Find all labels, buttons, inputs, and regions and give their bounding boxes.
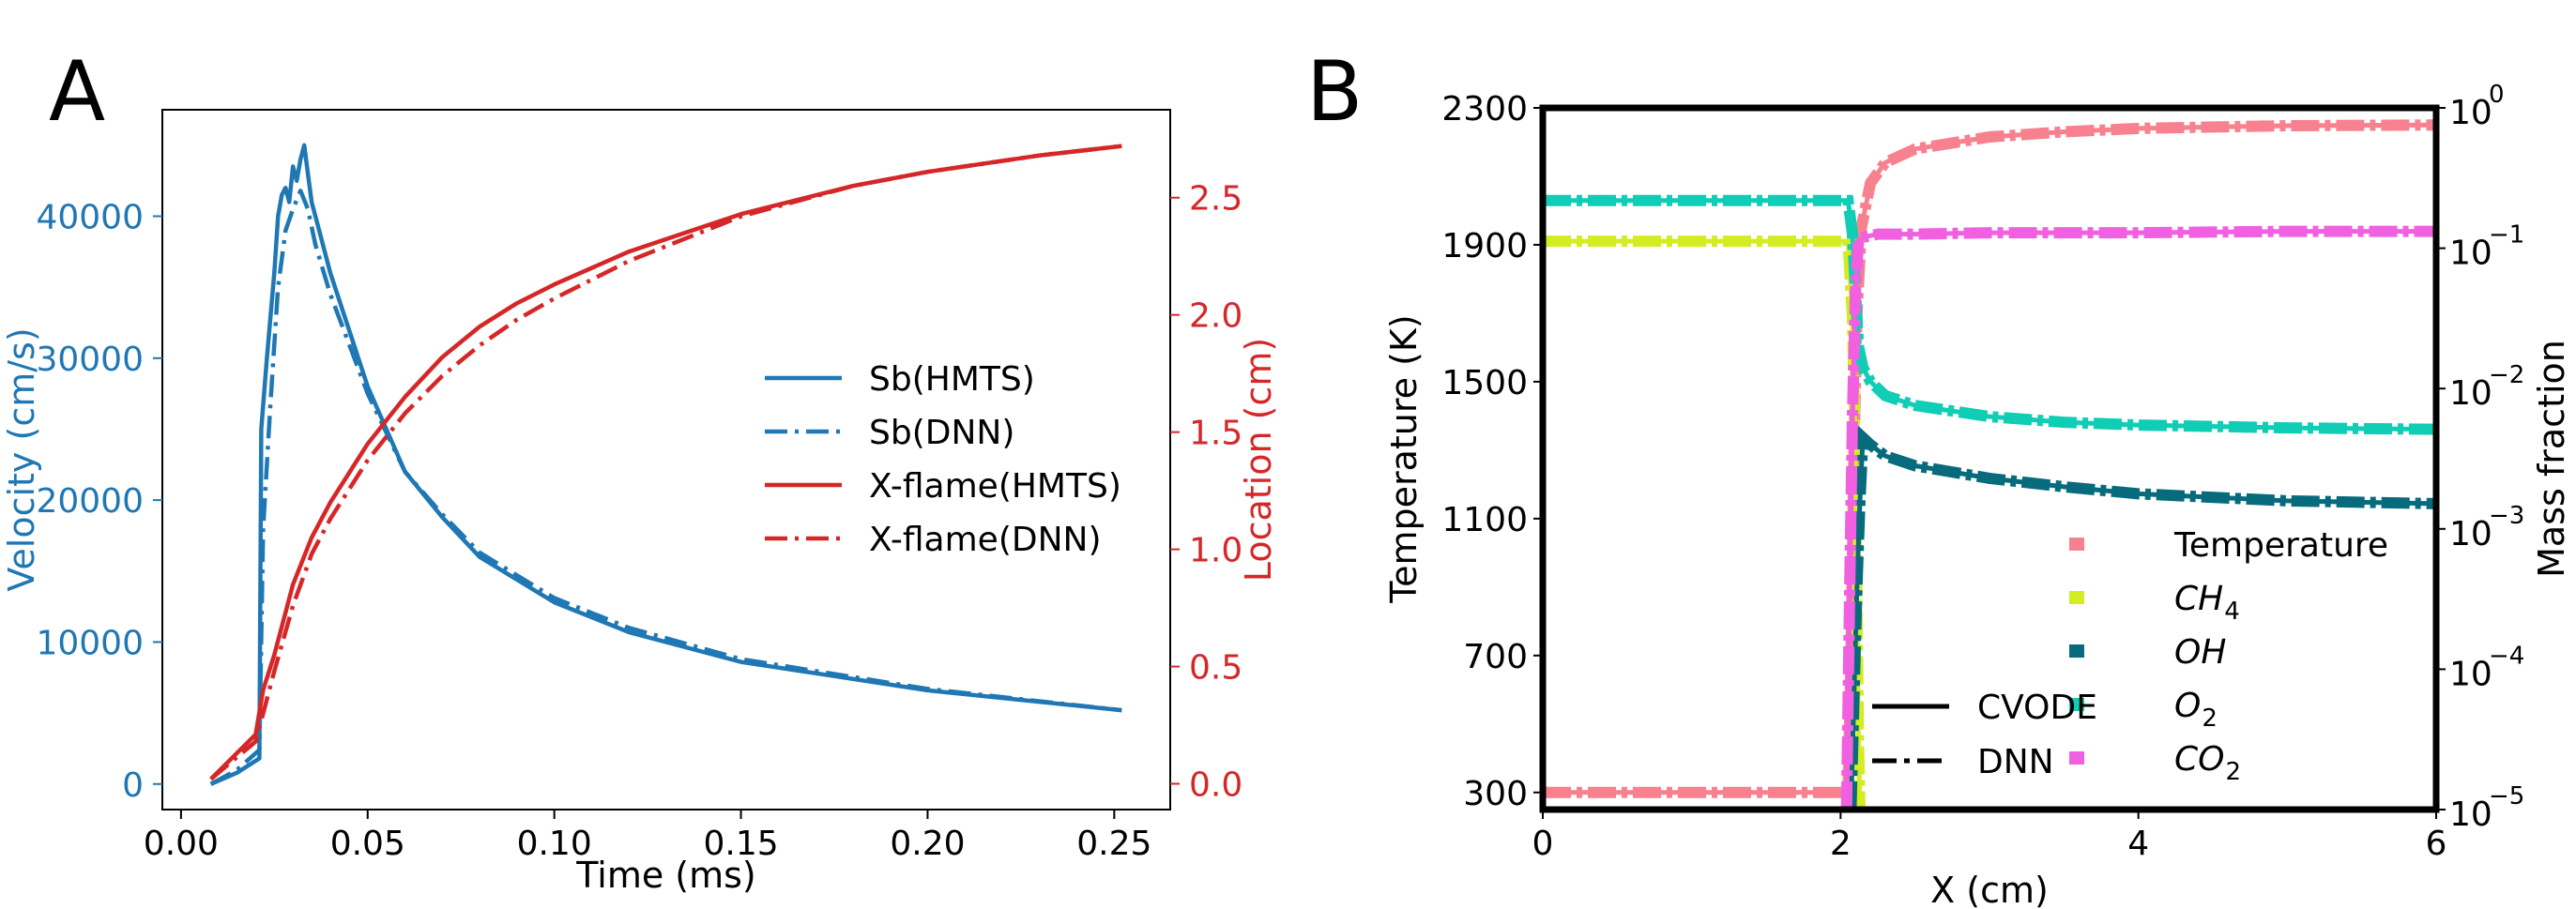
plot-frame-a (161, 109, 1171, 811)
legend-species-swatch-b (2069, 591, 2084, 604)
y-left-tick-label-b: 2300 (1441, 90, 1528, 129)
x-tick-label-a: 0.15 (703, 825, 778, 863)
series-line-b-cvode-4 (1844, 229, 2436, 810)
y-left-tick-label-a: 0 (122, 766, 144, 805)
y-left-tick-label-a: 10000 (36, 624, 144, 662)
y-right-tick-exponent-b: −2 (2489, 361, 2524, 389)
y-left-tick-label-b: 700 (1463, 638, 1528, 676)
panel-label-b: B (1306, 43, 1363, 140)
y-right-tick-exponent-b: −4 (2489, 642, 2524, 670)
y-right-tick-label-a: 0.5 (1189, 649, 1242, 688)
legend-species-entry-b: CO (2174, 740, 2224, 779)
chart-a: 0.00 0.05 0.10 0.15 0.20 0.25 0 10000 20000 30000… (1, 109, 1279, 896)
x-tick-label-b: 0 (1532, 825, 1554, 863)
x-axis-label-a: Time (ms) (575, 855, 756, 896)
y-right-tick-exponent-b: −3 (2489, 502, 2524, 530)
series-line-a-3 (209, 144, 1122, 781)
series-line-b-dnn-4 (1840, 225, 2436, 810)
series-line-b-cvode-3 (1543, 198, 2436, 432)
x-tick-label-a: 0.20 (890, 825, 965, 863)
y-right-tick-base-b: 10 (2449, 795, 2492, 834)
y-right-tick-base-b: 10 (2449, 235, 2492, 273)
y-right-tick-label-a: 2.0 (1189, 297, 1242, 336)
y-right-tick-base-b: 10 (2449, 94, 2492, 132)
y-left-tick-label-a: 40000 (36, 198, 144, 236)
x-tick-label-a: 0.25 (1076, 825, 1151, 863)
legend-entry-a: X-flame(HMTS) (869, 467, 1121, 506)
y-right-tick-base-b: 10 (2449, 515, 2492, 553)
y-left-tick-label-a: 30000 (36, 341, 144, 379)
x-axis-label-b: X (cm) (1930, 870, 2049, 909)
y-left-tick-label-b: 1500 (1441, 364, 1528, 402)
legend-species-swatch-b (2069, 698, 2084, 711)
y-axis-label-left-b: Temperature (K) (1383, 314, 1425, 603)
x-tick-label-b: 4 (2127, 825, 2149, 863)
legend-entry-a: Sb(DNN) (869, 414, 1014, 452)
series-line-b-dnn-1 (1543, 235, 1866, 810)
legend-entry-a: Sb(HMTS) (869, 360, 1035, 399)
y-axis-label-right-b: Mass fraction (2531, 340, 2572, 578)
y-right-tick-label-a: 1.5 (1189, 415, 1242, 453)
y-left-tick-label-b: 1900 (1441, 227, 1528, 265)
y-right-tick-base-b: 10 (2449, 655, 2492, 693)
y-axis-label-left-a: Velocity (cm/s) (1, 327, 42, 591)
legend-species-subscript-b: 4 (2224, 598, 2240, 626)
series-line-b-cvode-2 (1848, 435, 2436, 810)
x-tick-label-b: 6 (2426, 825, 2447, 863)
y-right-tick-exponent-b: −5 (2489, 782, 2524, 811)
panel-label-a: A (49, 43, 105, 140)
y-right-tick-exponent-b: 0 (2489, 81, 2505, 109)
x-tick-label-a: 0.00 (144, 825, 219, 863)
x-tick-label-b: 2 (1830, 825, 1852, 863)
legend-method-entry-b: CVODE (1977, 689, 2097, 727)
legend-species-entry-b: CH (2174, 580, 2223, 618)
legend-species-subscript-b: 2 (2225, 758, 2241, 786)
y-right-tick-label-a: 0.0 (1189, 766, 1242, 805)
x-tick-label-a: 0.05 (330, 825, 405, 863)
legend-species-entry-b: Temperature (2173, 526, 2388, 565)
y-right-tick-base-b: 10 (2449, 374, 2492, 413)
legend-species-swatch-b (2069, 644, 2084, 658)
y-left-tick-label-a: 20000 (36, 482, 144, 521)
y-left-tick-label-b: 1100 (1441, 501, 1528, 539)
y-right-tick-exponent-b: −1 (2489, 221, 2524, 250)
y-left-tick-label-b: 300 (1463, 775, 1528, 813)
legend-species-swatch-b (2069, 751, 2084, 765)
y-right-tick-label-a: 1.0 (1189, 532, 1242, 570)
series-line-b-cvode-1 (1543, 238, 1863, 810)
plot-frame-b (1539, 104, 2440, 813)
series-line-a-1 (209, 189, 1122, 786)
y-right-tick-label-a: 2.5 (1189, 180, 1242, 219)
legend-species-swatch-b (2069, 538, 2084, 551)
chart-b: 0 2 4 6300700110015001900230010−510−410−310… (1383, 81, 2572, 909)
legend-species-entry-b: OH (2174, 633, 2226, 672)
legend-entry-a: X-flame(DNN) (869, 521, 1101, 559)
legend-species-subscript-b: 2 (2202, 704, 2218, 733)
series-line-a-2 (209, 144, 1122, 781)
y-axis-label-right-a: Location (cm) (1238, 338, 1279, 582)
x-tick-label-a: 0.10 (517, 825, 592, 863)
series-line-a-0 (209, 143, 1122, 786)
legend-species-entry-b: O (2174, 687, 2201, 725)
legend-method-entry-b: DNN (1977, 743, 2054, 781)
